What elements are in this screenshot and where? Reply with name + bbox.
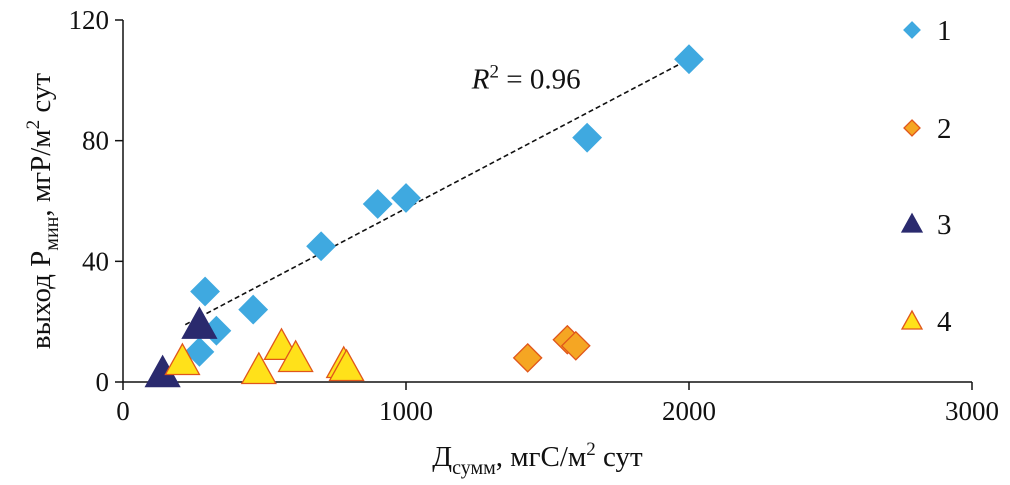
legend: 1 2 3 4 <box>900 15 952 338</box>
y-tick-label: 40 <box>82 246 109 276</box>
legend-marker-2 <box>903 119 921 137</box>
x-tick-label: 0 <box>116 396 130 426</box>
point-series-1 <box>572 122 603 153</box>
legend-marker-4 <box>900 309 924 330</box>
point-series-2 <box>560 330 591 361</box>
point-series-4 <box>277 339 314 373</box>
point-series-4 <box>240 351 277 385</box>
legend-label-4: 4 <box>937 306 952 338</box>
marks-layer <box>144 44 704 388</box>
x-tick-label: 3000 <box>945 396 999 426</box>
y-tick-label: 80 <box>82 126 109 156</box>
point-series-2 <box>512 342 543 373</box>
y-tick-label: 0 <box>96 367 110 397</box>
legend-marker-3 <box>900 212 924 233</box>
y-tick-label: 120 <box>69 5 110 35</box>
legend-label-3: 3 <box>937 209 952 241</box>
legend-marker-1 <box>903 21 921 39</box>
r-squared-annotation: R2 = 0.96 <box>471 61 581 95</box>
legend-label-1: 1 <box>937 15 952 47</box>
x-tick-label: 2000 <box>662 396 716 426</box>
trendline-layer <box>184 58 690 326</box>
point-series-3 <box>181 306 218 339</box>
x-axis-label: Дсумм, мгС/м2 сут <box>432 439 643 479</box>
point-series-1 <box>306 231 337 262</box>
point-series-1 <box>391 183 421 213</box>
point-series-4 <box>328 348 365 382</box>
point-series-1 <box>674 44 704 75</box>
axes: 0 40 80 120 0 1000 2000 3000 <box>69 5 1000 426</box>
point-series-1 <box>362 189 393 219</box>
y-axis-label: выход Pмин, мгР/м2 сут <box>23 73 63 349</box>
point-series-1 <box>238 294 269 325</box>
point-series-1 <box>184 336 215 367</box>
point-series-4 <box>164 342 201 376</box>
point-series-1 <box>190 276 220 307</box>
x-tick-label: 1000 <box>379 396 433 426</box>
trendline <box>184 58 690 326</box>
legend-label-2: 2 <box>937 113 952 145</box>
